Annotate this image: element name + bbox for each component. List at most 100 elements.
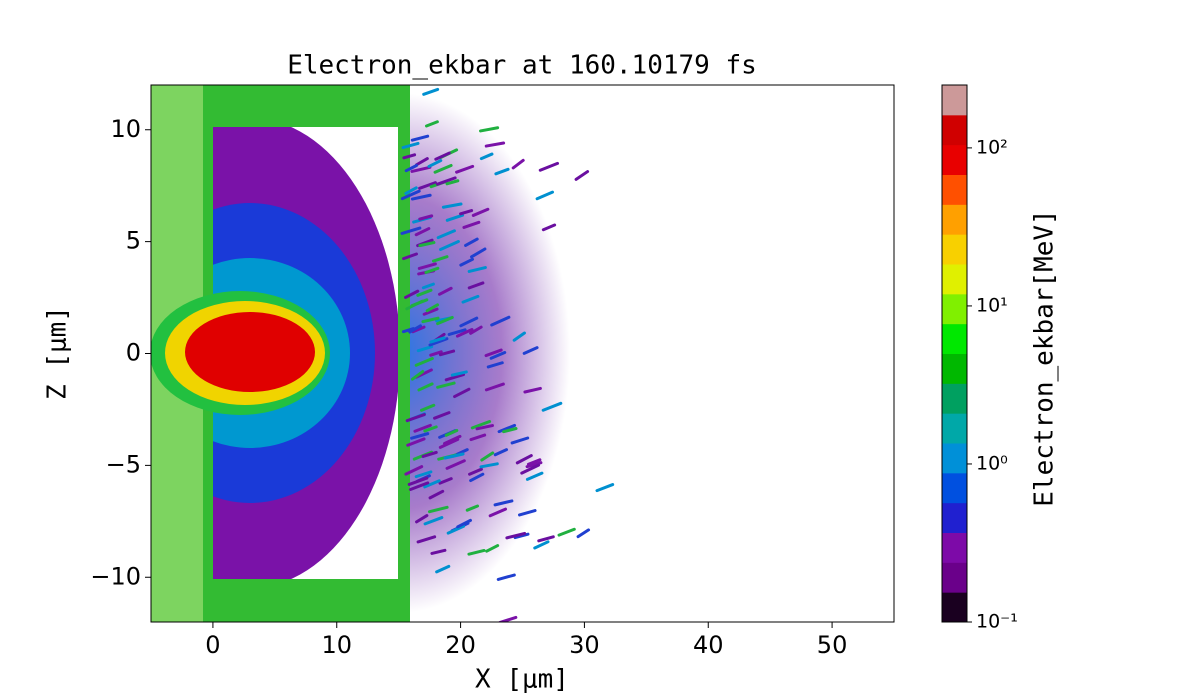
field-streak <box>410 134 430 142</box>
field-streak <box>436 229 456 240</box>
field-streak <box>512 331 526 342</box>
field-streak <box>469 433 487 442</box>
field-streak <box>404 163 419 173</box>
field-streak <box>475 424 494 431</box>
field-streak <box>430 548 447 555</box>
field-streak <box>515 454 533 465</box>
field-streak <box>427 505 449 514</box>
field-streak <box>410 298 429 308</box>
field-streak <box>520 463 541 475</box>
field-streak <box>421 282 435 290</box>
field-streak <box>400 226 422 235</box>
field-streak <box>441 202 463 209</box>
colorbar-band <box>942 204 967 235</box>
field-streak <box>404 289 420 299</box>
field-streak <box>488 507 508 518</box>
field-streak <box>439 240 460 251</box>
field-streak <box>445 179 460 186</box>
colorbar-band <box>942 592 967 623</box>
field-streak <box>469 325 483 335</box>
x-tick-label: 50 <box>817 631 848 659</box>
field-streak <box>410 193 432 201</box>
colorbar-band <box>942 323 967 354</box>
field-streak <box>404 465 424 476</box>
x-tick-label: 10 <box>321 631 352 659</box>
field-streak <box>424 266 440 275</box>
field-streak <box>433 163 453 174</box>
field-streak <box>484 382 505 392</box>
field-streak <box>425 303 440 313</box>
field-streak <box>557 527 576 537</box>
field-streak <box>418 214 434 221</box>
field-streak <box>470 247 487 259</box>
field-streak <box>455 164 475 174</box>
field-streak <box>493 448 509 457</box>
field-streak <box>410 165 432 173</box>
field-streak <box>417 262 437 270</box>
field-streak <box>526 458 542 466</box>
field-streak <box>428 489 445 500</box>
field-streak <box>525 461 543 469</box>
colorbar-band <box>942 532 967 563</box>
field-streak <box>406 437 426 447</box>
field-streak <box>429 336 446 344</box>
x-tick-label: 40 <box>693 631 724 659</box>
field-streak <box>424 120 439 128</box>
field-streak <box>464 237 479 247</box>
colorbar-band <box>942 174 967 205</box>
colorbar-tick-label: 10² <box>976 136 1008 158</box>
field-streak <box>537 535 555 543</box>
field-streak <box>438 477 453 485</box>
field-streak <box>431 255 449 263</box>
y-axis-label: Z [μm] <box>43 306 73 400</box>
field-streak <box>436 381 456 389</box>
field-streak <box>447 328 467 336</box>
chart-title: Electron_ekbar at 160.10179 fs <box>287 51 757 81</box>
field-streak <box>493 499 514 507</box>
field-streak <box>522 346 539 355</box>
field-streak <box>462 220 481 229</box>
field-streak <box>541 223 557 232</box>
field-streak <box>453 387 471 399</box>
field-streak <box>436 315 454 326</box>
field-streak <box>402 153 417 160</box>
field-streak <box>433 411 451 420</box>
field-level <box>185 312 315 392</box>
field-streak <box>479 462 499 469</box>
colorbar-band <box>942 562 967 593</box>
field-streak <box>484 141 506 148</box>
field-streak <box>538 161 560 172</box>
field-streak <box>411 325 426 334</box>
field-streak <box>401 327 415 334</box>
field-streak <box>401 141 420 150</box>
field-streak <box>455 328 474 338</box>
y-tick-label: −10 <box>90 562 141 590</box>
field-streak <box>421 450 438 458</box>
field-streak <box>416 535 437 544</box>
field-streak <box>437 286 453 296</box>
colorbar-band <box>942 383 967 414</box>
field-streak <box>422 87 440 96</box>
colorbar-band <box>942 114 967 146</box>
field-streak <box>427 159 443 168</box>
colorbar-tick-label: 10⁰ <box>976 452 1008 474</box>
field-streak <box>513 532 530 540</box>
field-streak <box>443 434 462 445</box>
field-streak <box>416 288 433 297</box>
field-streak <box>469 472 485 483</box>
field-streak <box>489 351 507 360</box>
field-streak <box>423 479 441 489</box>
field-streak <box>502 427 518 434</box>
field-streak <box>525 471 544 481</box>
field-streak <box>523 386 542 394</box>
field-streak <box>444 373 465 382</box>
field-streak <box>497 423 517 434</box>
y-tick-label: 5 <box>126 227 141 255</box>
field-streak <box>541 401 563 412</box>
colorbar-tick-label: 10⁻¹ <box>976 611 1018 633</box>
field-streak <box>459 209 474 216</box>
x-tick-label: 20 <box>445 631 476 659</box>
field-streak <box>510 436 530 445</box>
field-streak <box>470 419 492 430</box>
